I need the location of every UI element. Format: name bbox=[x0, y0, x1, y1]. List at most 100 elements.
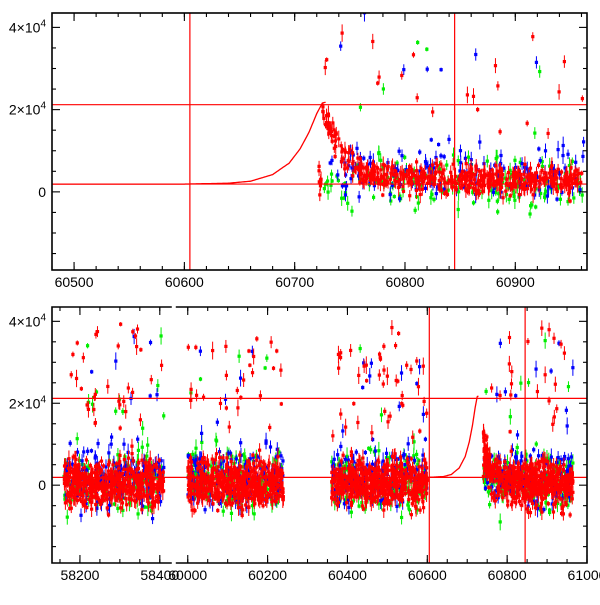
red-point bbox=[123, 458, 126, 461]
blue-point bbox=[443, 187, 446, 190]
green-point bbox=[400, 516, 403, 519]
blue-point bbox=[566, 153, 569, 156]
blue-point bbox=[203, 508, 206, 511]
blue-point bbox=[514, 394, 517, 397]
red-series bbox=[317, 0, 584, 205]
blue-point bbox=[430, 138, 433, 141]
green-point bbox=[222, 510, 225, 513]
blue-point bbox=[281, 459, 284, 462]
red-point bbox=[333, 155, 336, 158]
red-point bbox=[478, 170, 481, 173]
red-point bbox=[438, 170, 441, 173]
blue-point bbox=[546, 194, 549, 197]
green-point bbox=[496, 210, 499, 213]
red-point bbox=[346, 166, 349, 169]
blue-point bbox=[398, 150, 401, 153]
red-point bbox=[145, 495, 148, 498]
green-point bbox=[538, 70, 541, 73]
blue-point bbox=[422, 413, 425, 416]
green-point bbox=[359, 347, 362, 350]
red-point bbox=[67, 457, 70, 460]
green-point bbox=[141, 427, 144, 430]
green-point bbox=[548, 511, 551, 514]
red-point bbox=[358, 180, 361, 183]
red-point bbox=[330, 134, 333, 137]
red-point bbox=[106, 506, 109, 509]
red-point bbox=[400, 74, 403, 77]
red-point bbox=[579, 181, 582, 184]
blue-point bbox=[567, 457, 570, 460]
red-point bbox=[382, 163, 385, 166]
red-point bbox=[440, 172, 443, 175]
red-point bbox=[76, 341, 79, 344]
red-point bbox=[94, 422, 97, 425]
blue-point bbox=[151, 517, 154, 520]
red-point bbox=[526, 122, 529, 125]
red-point bbox=[426, 176, 429, 179]
red-point bbox=[391, 165, 394, 168]
green-point bbox=[432, 198, 435, 201]
red-point bbox=[347, 151, 350, 154]
red-point bbox=[575, 173, 578, 176]
blue-point bbox=[499, 342, 502, 345]
red-point bbox=[523, 163, 526, 166]
y-tick-base: 4×10 bbox=[9, 19, 41, 35]
blue-point bbox=[426, 68, 429, 71]
blue-point bbox=[565, 409, 568, 412]
model-curve bbox=[52, 102, 326, 184]
green-point bbox=[137, 449, 140, 452]
blue-point bbox=[110, 435, 113, 438]
green-point bbox=[571, 461, 574, 464]
red-point bbox=[131, 330, 134, 333]
red-point bbox=[537, 164, 540, 167]
blue-point bbox=[339, 445, 342, 448]
green-point bbox=[136, 512, 139, 515]
red-point bbox=[499, 174, 502, 177]
green-point bbox=[326, 190, 329, 193]
green-point bbox=[116, 507, 119, 510]
red-point bbox=[504, 190, 507, 193]
red-point bbox=[337, 137, 340, 140]
red-point bbox=[363, 175, 366, 178]
blue-point bbox=[355, 147, 358, 150]
blue-point bbox=[443, 155, 446, 158]
red-point bbox=[569, 174, 572, 177]
green-point bbox=[567, 385, 570, 388]
blue-point bbox=[437, 143, 440, 146]
blue-point bbox=[279, 454, 282, 457]
blue-point bbox=[122, 443, 125, 446]
red-point bbox=[322, 117, 325, 120]
blue-point bbox=[339, 45, 342, 48]
blue-point bbox=[82, 450, 85, 453]
red-point bbox=[535, 171, 538, 174]
red-point bbox=[88, 498, 91, 501]
red-point bbox=[439, 163, 442, 166]
blue-point bbox=[550, 369, 553, 372]
x-tick-label: 60800 bbox=[386, 274, 425, 290]
green-point bbox=[156, 384, 159, 387]
red-point bbox=[325, 58, 328, 61]
blue-point bbox=[364, 451, 367, 454]
red-point bbox=[514, 176, 517, 179]
green-point bbox=[416, 41, 419, 44]
blue-point bbox=[520, 162, 523, 165]
red-point bbox=[324, 66, 327, 69]
blue-point bbox=[578, 188, 581, 191]
blue-point bbox=[559, 458, 562, 461]
blue-point bbox=[424, 162, 427, 165]
red-point bbox=[371, 40, 374, 43]
red-point bbox=[547, 132, 550, 135]
red-point bbox=[560, 177, 563, 180]
green-point bbox=[445, 163, 448, 166]
blue-point bbox=[80, 459, 83, 462]
red-point bbox=[118, 454, 121, 457]
green-point bbox=[350, 210, 353, 213]
red-point bbox=[474, 189, 477, 192]
red-point bbox=[381, 193, 384, 196]
red-point bbox=[569, 166, 572, 169]
red-point bbox=[540, 177, 543, 180]
red-point bbox=[100, 460, 103, 463]
blue-point bbox=[557, 456, 560, 459]
red-point bbox=[118, 403, 121, 406]
